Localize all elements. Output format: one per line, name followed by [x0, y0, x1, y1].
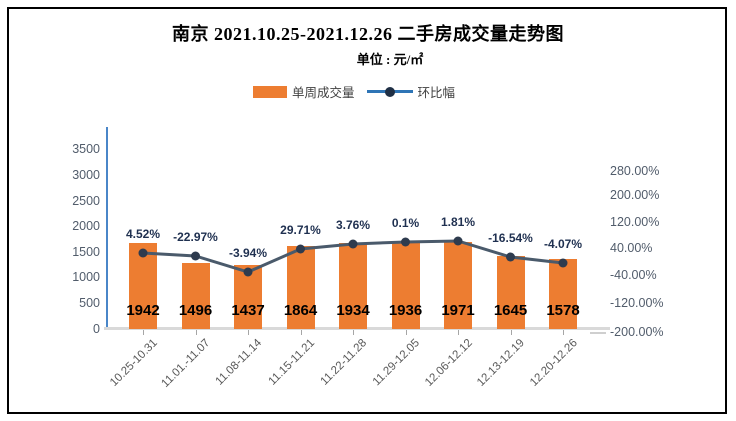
- pct-label: 3.76%: [335, 218, 371, 232]
- legend-item-volume: 单周成交量: [252, 82, 355, 101]
- y-axis-tick-right: 200.00%: [610, 188, 660, 202]
- bar-value-label: 1496: [178, 302, 213, 319]
- bar-series-swatch-icon: [252, 85, 287, 98]
- pct-label: -3.94%: [228, 246, 268, 260]
- bar-value-label: 1934: [336, 302, 370, 319]
- legend-item-ratio: 环比幅: [366, 82, 456, 101]
- y-axis-tick-right: -120.00%: [610, 296, 664, 310]
- pct-label: 0.1%: [391, 216, 420, 230]
- chart-subtitle: 单位 : 元/㎡: [356, 52, 424, 67]
- y-axis-tick-right: -40.00%: [610, 268, 657, 282]
- x-axis-tick-mark: [458, 330, 459, 335]
- x-axis-tick-mark: [195, 330, 197, 335]
- x-axis-tick-mark: [563, 330, 564, 335]
- bar-value-label: 1942: [126, 302, 160, 319]
- bar-value-label: 1864: [283, 302, 318, 319]
- y-axis-tick-left: 2000: [72, 219, 100, 233]
- legend: 单周成交量 环比幅: [0, 82, 722, 101]
- x-axis-tick-mark: [143, 330, 144, 335]
- chart-title: 南京 2021.10.25-2021.12.26 二手房成交量走势图: [172, 24, 564, 44]
- y-axis-tick-left: 500: [79, 296, 100, 310]
- bar-value-label: 1936: [388, 302, 423, 319]
- x-axis-tick-mark: [353, 330, 354, 335]
- chart-border-frame: [7, 7, 727, 414]
- pct-label: 1.81%: [440, 215, 476, 229]
- bar-value-label: 1437: [231, 302, 265, 319]
- y-axis-tick-right: -200.00%: [610, 325, 664, 339]
- bar-value-label: 1645: [493, 302, 528, 319]
- y-axis-tick-right: 280.00%: [610, 164, 660, 178]
- y-axis-tick-left: 1000: [72, 270, 100, 284]
- left-axis-line: [106, 127, 108, 330]
- y-axis-tick-right: 120.00%: [610, 215, 660, 229]
- line-series-swatch-icon: [366, 86, 413, 97]
- y-axis-tick-right: 40.00%: [610, 241, 653, 255]
- volume-bar: [181, 263, 210, 329]
- y-axis-tick-left: 2500: [72, 194, 100, 208]
- legend-label-ratio: 环比幅: [417, 86, 456, 100]
- y-axis-tick-left: 3500: [72, 142, 100, 156]
- bar-value-label: 1578: [546, 302, 580, 319]
- pct-label: -4.07%: [543, 237, 583, 251]
- y-axis-tick-left: 0: [93, 322, 100, 336]
- y-axis-tick-left: 1500: [72, 245, 100, 259]
- legend-label-volume: 单周成交量: [291, 86, 355, 100]
- right-axis-tick-mark: [590, 332, 606, 334]
- bar-value-label: 1971: [441, 302, 475, 319]
- x-axis-tick-mark: [405, 330, 407, 335]
- pct-label: 29.71%: [280, 223, 321, 237]
- y-axis-tick-left: 3000: [72, 168, 100, 182]
- x-axis-tick-mark: [300, 330, 302, 335]
- volume-bar: [234, 265, 262, 329]
- pct-label: 4.52%: [125, 227, 161, 241]
- pct-label: -22.97%: [173, 230, 218, 244]
- x-axis-tick-mark: [248, 330, 249, 335]
- x-axis-tick-mark: [510, 330, 512, 335]
